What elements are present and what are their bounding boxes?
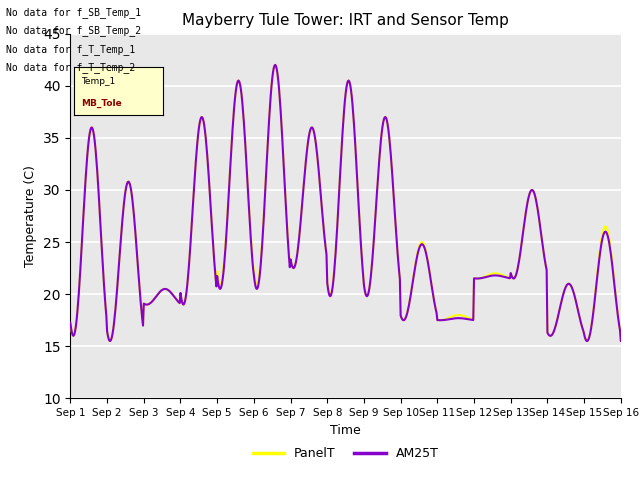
Text: No data for f_SB_Temp_2: No data for f_SB_Temp_2 <box>6 25 141 36</box>
Text: No data for f_SB_Temp_1: No data for f_SB_Temp_1 <box>6 7 141 18</box>
Y-axis label: Temperature (C): Temperature (C) <box>24 165 38 267</box>
Text: No data for f_T_Temp_1: No data for f_T_Temp_1 <box>6 44 136 55</box>
Title: Mayberry Tule Tower: IRT and Sensor Temp: Mayberry Tule Tower: IRT and Sensor Temp <box>182 13 509 28</box>
Text: MB_Tole: MB_Tole <box>81 98 122 108</box>
Legend: PanelT, AM25T: PanelT, AM25T <box>248 442 444 465</box>
Text: No data for f_T_Temp_2: No data for f_T_Temp_2 <box>6 62 136 73</box>
X-axis label: Time: Time <box>330 424 361 437</box>
Text: Temp_1: Temp_1 <box>81 77 115 86</box>
